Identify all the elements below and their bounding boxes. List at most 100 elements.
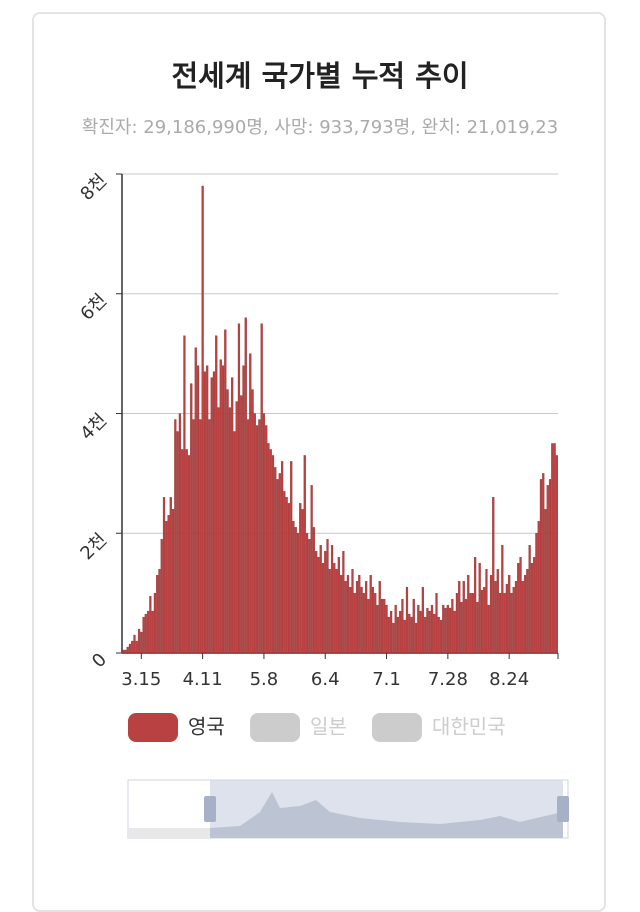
bar [376, 604, 379, 654]
bar [535, 533, 538, 654]
bar [474, 557, 477, 654]
bar [480, 589, 484, 654]
bar [280, 461, 284, 654]
bar [326, 539, 329, 654]
bar [233, 431, 236, 654]
bar [142, 616, 145, 654]
bar [394, 604, 397, 654]
bar [412, 598, 415, 654]
bar [308, 539, 311, 654]
bar [476, 601, 479, 654]
bar [458, 581, 461, 654]
bar [439, 619, 443, 654]
y-tick-label: 4천 [76, 410, 111, 445]
bar [442, 604, 445, 654]
bar [242, 365, 245, 654]
bar [267, 443, 270, 654]
zoom-handle[interactable] [557, 796, 569, 822]
legend-swatch[interactable] [372, 713, 422, 742]
bar [340, 575, 343, 654]
bar [464, 598, 468, 654]
bar [487, 604, 490, 654]
bar [265, 425, 268, 654]
bar [528, 545, 531, 654]
bar [181, 449, 184, 654]
bar [485, 569, 488, 654]
bar [226, 389, 229, 654]
bar [469, 592, 472, 654]
bar [446, 604, 449, 654]
x-tick-label: 8.24 [489, 669, 529, 690]
chart-subtitle: 확진자: 29,186,990명, 사망: 933,793명, 완치: 21,0… [82, 117, 558, 138]
bar [548, 479, 552, 654]
bar [217, 407, 220, 654]
bar [167, 515, 170, 654]
zoom-handle[interactable] [204, 796, 216, 822]
bar [210, 377, 213, 654]
bar [140, 631, 143, 654]
bar [335, 569, 338, 654]
legend-swatch[interactable] [250, 713, 300, 742]
bar [414, 622, 418, 654]
bar [501, 545, 504, 654]
bar [276, 479, 279, 654]
bar [285, 497, 288, 654]
legend-label[interactable]: 영국 [188, 715, 225, 739]
bar [530, 563, 533, 654]
bar [149, 595, 152, 654]
bar [405, 586, 409, 654]
bar [160, 539, 163, 654]
bar [503, 592, 506, 654]
bar [133, 634, 136, 654]
bar [494, 581, 497, 654]
data-zoom[interactable] [127, 779, 569, 839]
bar [235, 401, 238, 654]
chart-title: 전세계 국가별 누적 추이 [171, 59, 468, 93]
bar [274, 467, 277, 654]
bar [551, 443, 554, 654]
bar [358, 575, 361, 654]
bar [231, 377, 234, 654]
bar [183, 335, 186, 654]
bar [269, 449, 272, 654]
bar [360, 586, 363, 654]
legend-label[interactable]: 일본 [310, 715, 347, 739]
bar [378, 581, 381, 654]
bar [512, 586, 515, 654]
chart: 전세계 국가별 누적 추이 확진자: 29,186,990명, 사망: 933,… [76, 59, 569, 839]
bar [342, 551, 345, 654]
bar [237, 323, 241, 654]
bar [526, 569, 529, 654]
bar [122, 649, 125, 654]
x-tick-label: 3.15 [121, 669, 161, 690]
bar [533, 557, 536, 654]
bar [333, 563, 336, 654]
bar [396, 616, 400, 654]
bar [151, 610, 154, 654]
bar [171, 509, 175, 654]
bar [296, 533, 300, 654]
bar [162, 497, 166, 654]
bar [387, 616, 390, 654]
x-tick-label: 7.1 [372, 669, 401, 690]
bar [467, 575, 470, 654]
legend-swatch[interactable] [128, 713, 178, 742]
bar [424, 616, 427, 654]
bar [498, 592, 502, 654]
legend-label[interactable]: 대한민국 [432, 715, 506, 739]
bar [371, 586, 375, 654]
bar [374, 592, 377, 654]
bar [328, 569, 331, 654]
bar [430, 604, 434, 654]
bar [444, 607, 447, 654]
bar [365, 581, 368, 654]
bar [362, 592, 365, 654]
bar [337, 557, 340, 654]
y-tick-label: 6천 [76, 290, 111, 325]
bar [369, 575, 372, 654]
bar [542, 473, 545, 654]
bar [453, 610, 456, 654]
bar [462, 581, 465, 654]
bar [419, 610, 422, 654]
bar [455, 592, 459, 654]
